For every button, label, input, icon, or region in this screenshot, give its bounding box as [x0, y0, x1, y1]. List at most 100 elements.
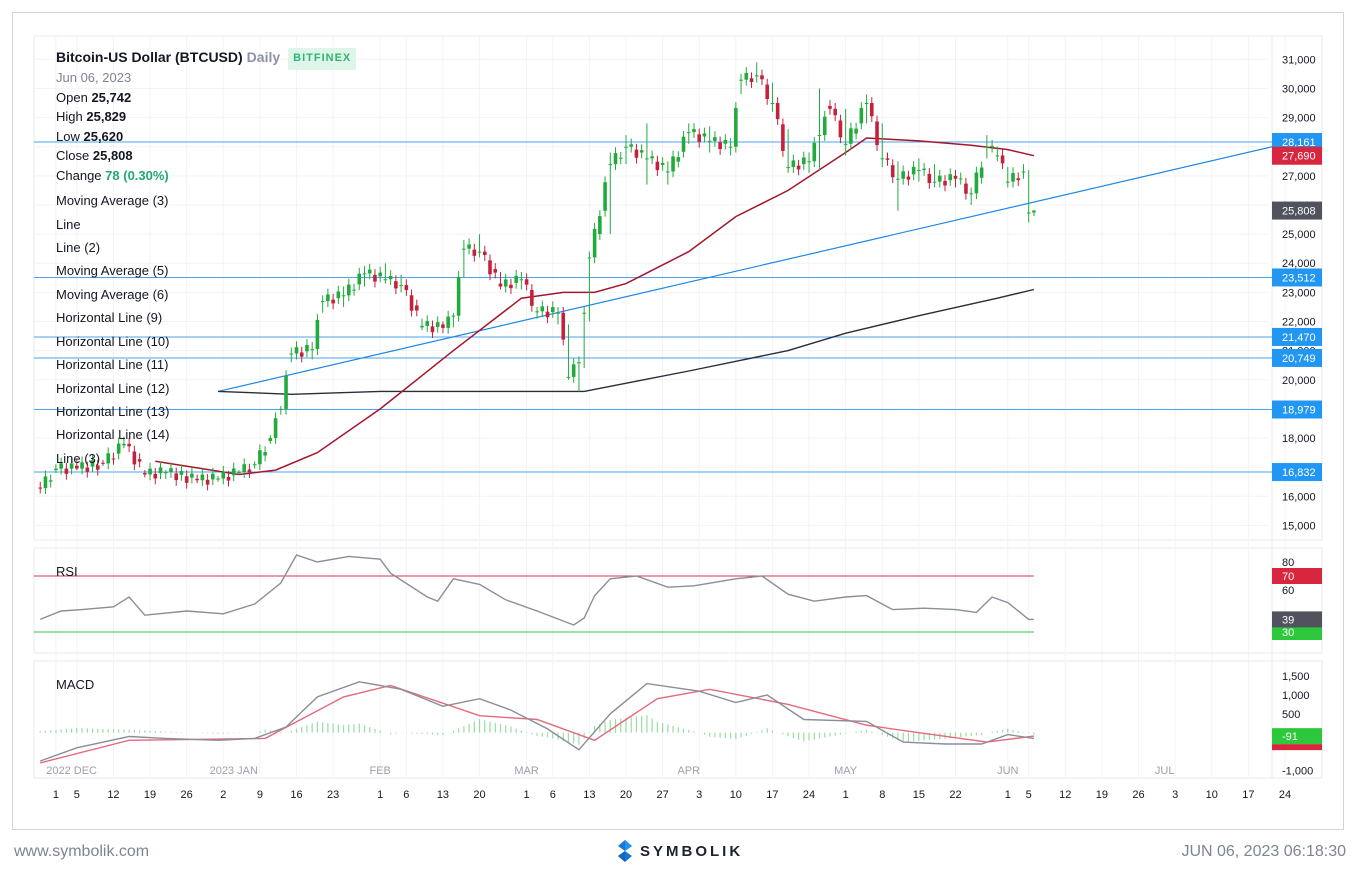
footer-site[interactable]: www.symbolik.com	[14, 843, 150, 860]
candle-body	[671, 156, 675, 172]
candle-body	[864, 103, 869, 105]
candle-body	[781, 124, 785, 151]
candle-body	[666, 171, 670, 173]
study-label[interactable]: Moving Average (5)	[56, 263, 169, 278]
candle-body	[467, 244, 471, 249]
study-label[interactable]: Horizontal Line (14)	[56, 427, 170, 442]
candle-body	[545, 311, 550, 318]
study-label[interactable]: Line (2)	[56, 240, 101, 255]
candle-body	[362, 273, 367, 275]
candle-body	[754, 75, 759, 77]
candle-body	[723, 140, 728, 144]
candle-body	[482, 251, 487, 256]
candle-body	[247, 469, 252, 473]
candle-body	[854, 128, 858, 134]
macd-y-tick-label: 500	[1282, 709, 1300, 721]
candle-body	[179, 470, 184, 475]
candle-body	[273, 418, 278, 439]
candle-body	[974, 172, 979, 194]
study-label[interactable]: Horizontal Line (11)	[56, 357, 169, 372]
study-label[interactable]: Line	[56, 217, 81, 232]
x-tick-label: 22	[949, 789, 961, 801]
candle-body	[441, 324, 445, 328]
candle-body	[828, 105, 832, 109]
candle-body	[660, 162, 665, 165]
price-label: 16,832	[1282, 467, 1316, 479]
candle-body	[320, 301, 325, 303]
candle-body	[948, 174, 953, 181]
study-label[interactable]: Moving Average (6)	[56, 287, 169, 302]
study-label[interactable]: Line (3)	[56, 451, 101, 466]
symbol-name: Bitcoin-US Dollar (BTCUSD)	[56, 49, 243, 65]
x-tick-label: 1	[524, 789, 530, 801]
candle-body	[734, 107, 738, 147]
candle-body	[875, 121, 879, 146]
candle-body	[524, 279, 529, 285]
footer-timestamp: JUN 06, 2023 06:18:30	[1181, 843, 1346, 860]
candle-body	[702, 133, 707, 137]
month-label: 2023 JAN	[210, 765, 258, 777]
candle-body	[95, 465, 100, 470]
month-label: FEB	[369, 765, 390, 777]
chart-frame	[12, 12, 1344, 830]
pane-border	[33, 35, 1323, 541]
candle-body	[1005, 181, 1010, 183]
rsi-last-label: 39	[1282, 614, 1294, 626]
candle-body	[582, 312, 586, 314]
candle-body	[833, 108, 837, 116]
macd-title[interactable]: MACD	[56, 677, 95, 692]
candle-body	[456, 276, 461, 316]
candle-body	[158, 467, 163, 474]
exchange-badge: BITFINEX	[288, 48, 357, 70]
candle-body	[953, 175, 958, 179]
candle-body	[618, 157, 623, 159]
candle-body	[822, 116, 827, 136]
rsi-title[interactable]: RSI	[56, 564, 78, 579]
candle-body	[148, 468, 152, 475]
month-label: JUN	[997, 765, 1018, 777]
x-tick-label: 17	[1242, 789, 1254, 801]
x-tick-label: 9	[257, 789, 263, 801]
candle-body	[990, 145, 994, 147]
candle-body	[802, 157, 806, 165]
change-value: 78 (0.30%)	[105, 167, 169, 183]
x-tick-label: 2	[220, 789, 226, 801]
candle-body	[462, 248, 466, 250]
candle-body	[786, 167, 790, 169]
candle-body	[299, 352, 304, 357]
macd-line	[39, 681, 1035, 762]
candle-body	[378, 272, 382, 277]
x-tick-label: 13	[437, 789, 449, 801]
study-label[interactable]: Horizontal Line (12)	[56, 381, 170, 396]
candle-body	[697, 134, 702, 142]
candle-body	[357, 273, 362, 285]
study-label[interactable]: Horizontal Line (10)	[56, 334, 170, 349]
study-label[interactable]: Moving Average (3)	[56, 193, 169, 208]
candle-body	[796, 165, 801, 170]
trend-line	[217, 143, 1286, 393]
x-tick-label: 13	[583, 789, 595, 801]
price-label: 21,470	[1282, 332, 1316, 344]
macd-last-box	[1272, 728, 1322, 745]
candle-body	[289, 353, 294, 355]
candle-body	[430, 326, 435, 333]
rsi-level-label: 30	[1282, 627, 1294, 639]
candle-body	[226, 476, 231, 481]
candle-body	[608, 164, 613, 166]
study-label[interactable]: Horizontal Line (13)	[56, 404, 170, 419]
candle-body	[629, 144, 634, 147]
study-label[interactable]: Horizontal Line (9)	[56, 310, 163, 325]
x-tick-label: 24	[803, 789, 815, 801]
y-tick-label: 25,000	[1282, 229, 1316, 241]
symbol-title[interactable]: Bitcoin-US Dollar (BTCUSD) Daily BITFINEX	[56, 48, 357, 70]
rsi-y-tick-label: 80	[1282, 557, 1294, 569]
candle-body	[540, 306, 545, 312]
candle-body	[655, 161, 660, 171]
brand-logo[interactable]: SYMBOLIK	[618, 840, 743, 862]
candle-body	[315, 319, 320, 350]
high-label: High	[56, 109, 83, 124]
candle-body	[765, 84, 769, 100]
candle-body	[388, 275, 393, 280]
price-label: 23,512	[1282, 272, 1316, 284]
